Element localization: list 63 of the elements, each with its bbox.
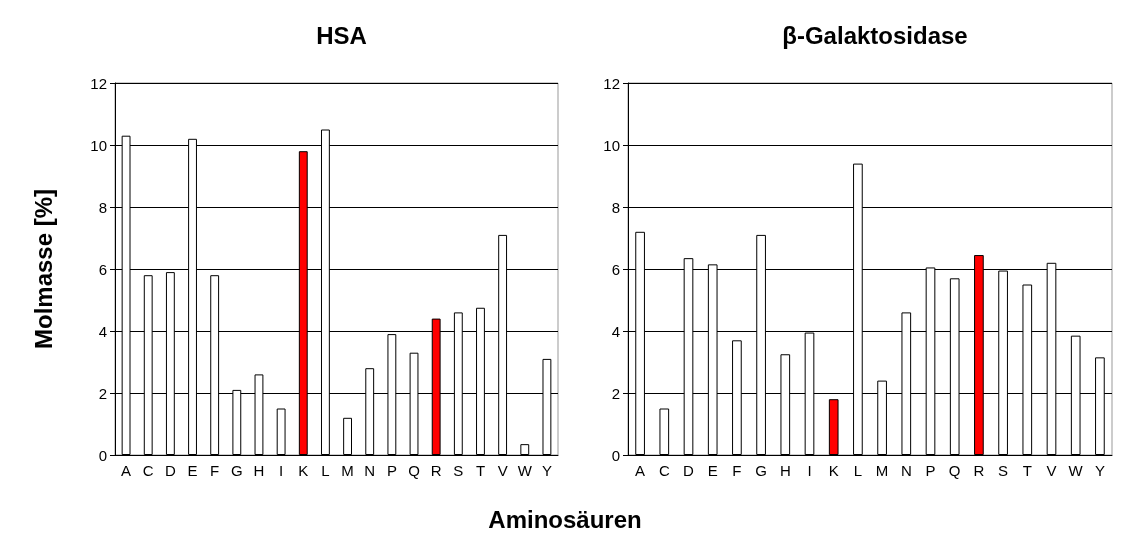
y-tick-label: 2 [611, 384, 620, 402]
x-tick-label: H [253, 462, 265, 479]
x-tick-label: Y [1094, 462, 1105, 479]
x-tick-label: V [1046, 462, 1057, 479]
x-tick-label: I [279, 462, 284, 479]
x-tick-label: E [187, 462, 198, 479]
y-axis-title: Molmasse [%] [29, 188, 57, 350]
bar [520, 444, 530, 455]
y-tick-label: 8 [611, 198, 620, 216]
x-tick-label: W [517, 462, 533, 479]
x-tick-label: K [828, 462, 839, 479]
x-tick-label: G [755, 462, 767, 479]
chart-title: β-Galaktosidase [782, 21, 968, 49]
x-tick-label: D [164, 462, 176, 479]
x-tick-label: S [453, 462, 464, 479]
x-axis-title: Aminosäuren [487, 506, 643, 534]
x-tick-label: R [973, 462, 985, 479]
x-tick-label: M [341, 462, 354, 479]
x-tick-label: P [925, 462, 936, 479]
bar [276, 408, 286, 455]
x-tick-label: W [1068, 462, 1084, 479]
y-tick-label: 8 [98, 198, 107, 216]
x-tick-label: C [658, 462, 670, 479]
x-tick-label: H [779, 462, 791, 479]
x-tick-label: L [853, 462, 863, 479]
x-tick-label: T [475, 462, 486, 479]
y-tick-label: 0 [611, 446, 620, 464]
chart-title: HSA [316, 21, 367, 49]
y-tick-label: 10 [603, 136, 620, 154]
x-tick-label: M [875, 462, 889, 479]
y-tick-label: 4 [98, 322, 107, 340]
y-tick-label: 12 [603, 74, 620, 92]
x-tick-label: R [430, 462, 442, 479]
bar [828, 399, 839, 455]
y-tick-label: 10 [90, 136, 107, 154]
x-tick-label: F [732, 462, 742, 479]
x-tick-label: N [364, 462, 376, 479]
y-tick-label: 6 [98, 260, 107, 278]
x-tick-label: A [635, 462, 646, 479]
x-tick-label: P [386, 462, 397, 479]
bar [659, 408, 670, 455]
x-tick-label: Q [408, 462, 420, 479]
x-tick-label: V [497, 462, 508, 479]
y-tick-label: 0 [98, 446, 107, 464]
x-tick-label: I [807, 462, 812, 479]
x-tick-label: G [230, 462, 243, 479]
x-tick-label: S [998, 462, 1009, 479]
x-tick-label: D [683, 462, 695, 479]
x-tick-label: L [321, 462, 330, 479]
y-tick-label: 2 [98, 384, 107, 402]
bar [343, 417, 353, 455]
x-tick-label: C [142, 462, 154, 479]
y-tick-label: 6 [611, 260, 620, 278]
y-tick-label: 12 [90, 74, 107, 92]
x-tick-label: Y [541, 462, 552, 479]
x-tick-label: N [900, 462, 912, 479]
x-tick-label: K [298, 462, 309, 479]
x-tick-label: E [707, 462, 718, 479]
x-tick-label: T [1022, 462, 1032, 479]
y-tick-label: 4 [611, 322, 620, 340]
x-tick-label: A [121, 462, 132, 479]
x-tick-label: Q [948, 462, 961, 479]
x-tick-label: F [210, 462, 220, 479]
